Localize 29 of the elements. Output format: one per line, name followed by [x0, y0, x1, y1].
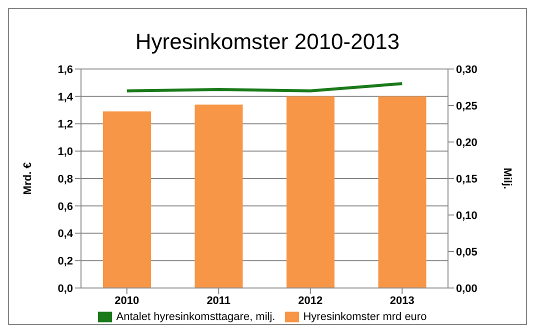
y-tick-label: 1,6	[58, 64, 73, 76]
y2-axis-title: Milj.	[501, 168, 514, 190]
legend-label: Antalet hyresinkomsttagare, milj.	[116, 310, 276, 323]
bar	[286, 96, 334, 288]
y-tick-label: 0,2	[58, 256, 73, 268]
x-tick-label: 2013	[390, 294, 414, 307]
y-tick-label: 1,4	[58, 91, 74, 104]
y2-tick-label: 0,25	[456, 100, 478, 112]
y-tick-label: 1,0	[58, 146, 73, 158]
bar	[378, 96, 426, 288]
x-tick-label: 2010	[114, 294, 140, 307]
legend-label: Hyresinkomster mrd euro	[303, 310, 427, 323]
y-axis-title: Mrd. €	[22, 162, 34, 195]
y2-tick-label: 0,20	[456, 136, 478, 149]
y-tick-label: 0,6	[58, 200, 73, 213]
y2-tick-label: 0,30	[456, 64, 478, 76]
y2-tick-label: 0,15	[456, 173, 478, 186]
y2-tick-label: 0,05	[456, 246, 478, 258]
bar	[103, 111, 151, 288]
y-tick-label: 0,8	[58, 173, 73, 186]
bar	[194, 104, 243, 288]
y2-tick-label: 0,00	[456, 282, 478, 295]
chart-title: Hyresinkomster 2010-2013	[134, 29, 401, 56]
y2-tick-label: 0,10	[456, 210, 478, 222]
x-tick-label: 2012	[298, 294, 323, 307]
y-tick-label: 0,0	[58, 282, 73, 295]
x-tick-label: 2011	[206, 294, 231, 307]
y-tick-label: 1,2	[58, 118, 73, 131]
y-tick-label: 0,4	[58, 228, 74, 240]
